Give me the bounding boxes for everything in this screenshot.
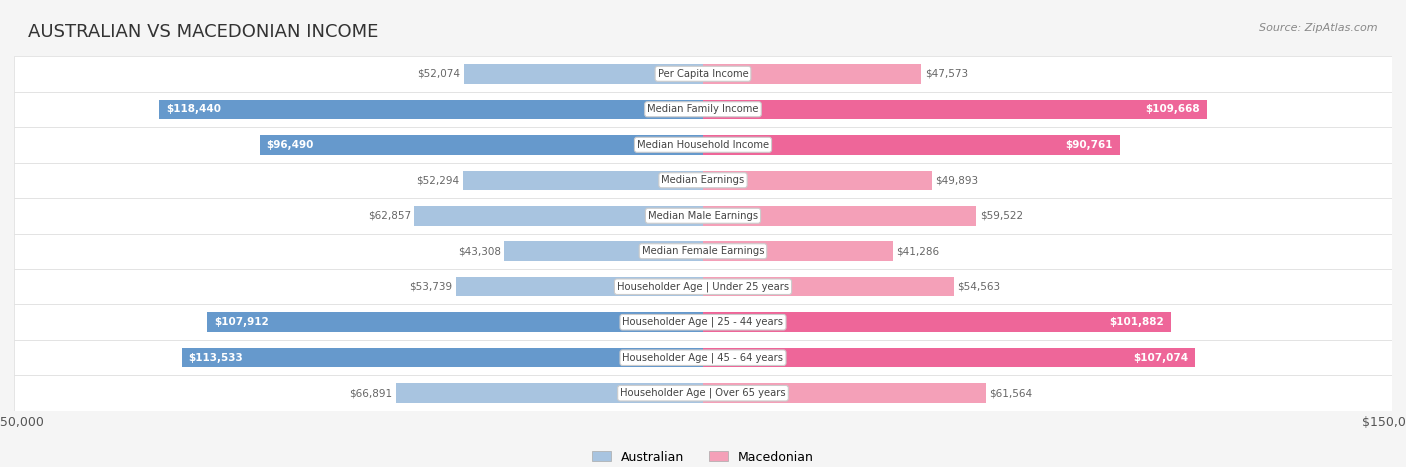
Bar: [505, 241, 703, 261]
FancyBboxPatch shape: [14, 375, 1392, 411]
Text: $107,074: $107,074: [1133, 353, 1188, 363]
Text: Median Family Income: Median Family Income: [647, 104, 759, 114]
Text: $96,490: $96,490: [267, 140, 314, 150]
Bar: [703, 170, 932, 190]
Text: $54,563: $54,563: [957, 282, 1000, 292]
Bar: [703, 348, 1195, 368]
Text: Per Capita Income: Per Capita Income: [658, 69, 748, 79]
Text: $109,668: $109,668: [1144, 104, 1199, 114]
Bar: [703, 206, 976, 226]
Text: Source: ZipAtlas.com: Source: ZipAtlas.com: [1260, 23, 1378, 33]
FancyBboxPatch shape: [14, 163, 1392, 198]
Legend: Australian, Macedonian: Australian, Macedonian: [588, 446, 818, 467]
FancyBboxPatch shape: [14, 304, 1392, 340]
Bar: [703, 241, 893, 261]
Text: Householder Age | 25 - 44 years: Householder Age | 25 - 44 years: [623, 317, 783, 327]
Text: $61,564: $61,564: [990, 388, 1032, 398]
Text: $101,882: $101,882: [1109, 317, 1164, 327]
Text: Householder Age | Over 65 years: Householder Age | Over 65 years: [620, 388, 786, 398]
Bar: [703, 383, 986, 403]
Text: Median Male Earnings: Median Male Earnings: [648, 211, 758, 221]
Text: $49,893: $49,893: [935, 175, 979, 185]
Text: Householder Age | 45 - 64 years: Householder Age | 45 - 64 years: [623, 353, 783, 363]
Bar: [456, 277, 703, 297]
Bar: [463, 170, 703, 190]
Bar: [703, 277, 953, 297]
Bar: [181, 348, 703, 368]
Text: $41,286: $41,286: [896, 246, 939, 256]
Bar: [415, 206, 703, 226]
FancyBboxPatch shape: [14, 92, 1392, 127]
Text: $90,761: $90,761: [1066, 140, 1114, 150]
Bar: [703, 99, 1206, 119]
Text: Median Female Earnings: Median Female Earnings: [641, 246, 765, 256]
Bar: [703, 312, 1171, 332]
Text: $118,440: $118,440: [166, 104, 221, 114]
Bar: [703, 64, 921, 84]
Text: $52,294: $52,294: [416, 175, 460, 185]
FancyBboxPatch shape: [14, 269, 1392, 304]
Bar: [207, 312, 703, 332]
Text: AUSTRALIAN VS MACEDONIAN INCOME: AUSTRALIAN VS MACEDONIAN INCOME: [28, 23, 378, 42]
FancyBboxPatch shape: [14, 340, 1392, 375]
Text: Median Earnings: Median Earnings: [661, 175, 745, 185]
Text: $107,912: $107,912: [214, 317, 269, 327]
Text: $53,739: $53,739: [409, 282, 453, 292]
Text: $59,522: $59,522: [980, 211, 1024, 221]
Bar: [703, 135, 1119, 155]
Text: Median Household Income: Median Household Income: [637, 140, 769, 150]
Bar: [464, 64, 703, 84]
Text: $43,308: $43,308: [457, 246, 501, 256]
Text: $62,857: $62,857: [368, 211, 411, 221]
Text: $113,533: $113,533: [188, 353, 243, 363]
Text: $52,074: $52,074: [418, 69, 460, 79]
Bar: [260, 135, 703, 155]
Text: Householder Age | Under 25 years: Householder Age | Under 25 years: [617, 282, 789, 292]
Bar: [159, 99, 703, 119]
Bar: [395, 383, 703, 403]
Text: $47,573: $47,573: [925, 69, 969, 79]
Text: $66,891: $66,891: [349, 388, 392, 398]
FancyBboxPatch shape: [14, 127, 1392, 163]
FancyBboxPatch shape: [14, 198, 1392, 234]
FancyBboxPatch shape: [14, 234, 1392, 269]
FancyBboxPatch shape: [14, 56, 1392, 92]
